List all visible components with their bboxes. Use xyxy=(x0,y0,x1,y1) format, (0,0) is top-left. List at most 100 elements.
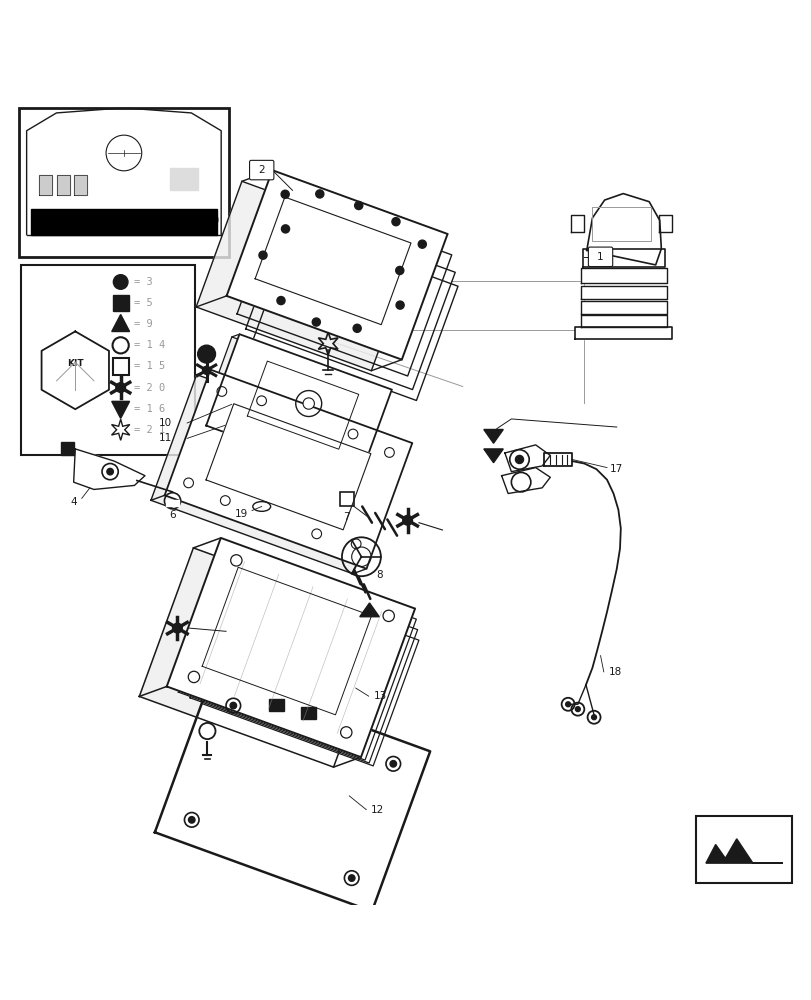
Text: = 1 6: = 1 6 xyxy=(135,404,165,414)
Polygon shape xyxy=(201,578,418,766)
Polygon shape xyxy=(112,401,130,418)
Polygon shape xyxy=(155,672,430,911)
FancyBboxPatch shape xyxy=(249,160,273,180)
Polygon shape xyxy=(165,370,412,569)
Polygon shape xyxy=(74,449,145,489)
Bar xyxy=(113,295,129,311)
Circle shape xyxy=(515,455,523,464)
Polygon shape xyxy=(190,565,417,763)
Polygon shape xyxy=(196,181,417,371)
Polygon shape xyxy=(504,445,550,472)
Polygon shape xyxy=(658,215,671,232)
Polygon shape xyxy=(170,168,197,190)
Text: 11: 11 xyxy=(159,433,172,443)
Polygon shape xyxy=(543,453,572,466)
Bar xyxy=(339,492,354,506)
Text: 4: 4 xyxy=(71,497,77,507)
Polygon shape xyxy=(501,468,550,494)
Polygon shape xyxy=(705,839,782,863)
Circle shape xyxy=(277,297,285,305)
Circle shape xyxy=(202,366,210,374)
Text: 17: 17 xyxy=(610,464,623,474)
Text: = 2 0: = 2 0 xyxy=(135,383,165,393)
Polygon shape xyxy=(112,314,130,332)
Polygon shape xyxy=(139,548,387,767)
Text: = 3: = 3 xyxy=(135,277,153,287)
Circle shape xyxy=(230,702,236,709)
Text: 18: 18 xyxy=(608,667,621,677)
Circle shape xyxy=(303,398,314,409)
Text: 1: 1 xyxy=(597,252,603,262)
Text: KIT: KIT xyxy=(67,359,84,368)
Polygon shape xyxy=(301,707,315,719)
Polygon shape xyxy=(39,175,52,195)
Circle shape xyxy=(348,875,354,881)
Circle shape xyxy=(389,761,396,767)
Circle shape xyxy=(116,383,126,392)
Circle shape xyxy=(418,240,426,248)
Polygon shape xyxy=(582,249,664,267)
FancyBboxPatch shape xyxy=(588,247,612,267)
Polygon shape xyxy=(581,315,666,327)
Polygon shape xyxy=(151,375,398,574)
Circle shape xyxy=(396,301,404,309)
Polygon shape xyxy=(581,301,666,314)
Polygon shape xyxy=(206,334,392,481)
Text: 6: 6 xyxy=(169,510,176,520)
Bar xyxy=(62,442,75,455)
Bar xyxy=(21,265,195,455)
Circle shape xyxy=(395,266,403,275)
Circle shape xyxy=(312,318,320,326)
Text: 13: 13 xyxy=(373,691,386,701)
Circle shape xyxy=(197,345,215,363)
Text: 2: 2 xyxy=(258,165,264,175)
Polygon shape xyxy=(581,268,666,283)
Polygon shape xyxy=(581,286,666,299)
Circle shape xyxy=(402,515,412,525)
Polygon shape xyxy=(199,337,384,484)
Polygon shape xyxy=(269,699,284,711)
Polygon shape xyxy=(41,331,109,409)
Polygon shape xyxy=(574,327,671,339)
Polygon shape xyxy=(166,500,178,506)
Text: 7: 7 xyxy=(343,512,350,522)
Circle shape xyxy=(114,275,128,289)
Circle shape xyxy=(353,324,361,332)
Polygon shape xyxy=(178,551,416,760)
Text: = 5: = 5 xyxy=(135,298,153,308)
Polygon shape xyxy=(571,215,584,232)
Circle shape xyxy=(172,623,182,633)
Polygon shape xyxy=(483,429,503,443)
Polygon shape xyxy=(206,404,371,530)
Text: 19: 19 xyxy=(234,509,248,519)
Circle shape xyxy=(315,190,324,198)
Text: = 1 4: = 1 4 xyxy=(135,340,165,350)
Circle shape xyxy=(281,225,290,233)
Polygon shape xyxy=(246,212,455,390)
Polygon shape xyxy=(252,227,457,400)
Polygon shape xyxy=(359,603,379,617)
Polygon shape xyxy=(483,449,503,463)
Text: 12: 12 xyxy=(371,805,384,815)
Bar xyxy=(113,358,129,375)
Circle shape xyxy=(281,190,289,198)
Bar xyxy=(592,207,650,241)
Polygon shape xyxy=(166,538,414,757)
Polygon shape xyxy=(58,175,71,195)
Polygon shape xyxy=(74,175,87,195)
Circle shape xyxy=(392,218,400,226)
Circle shape xyxy=(591,715,596,720)
Circle shape xyxy=(188,817,195,823)
Text: = 9: = 9 xyxy=(135,319,153,329)
Polygon shape xyxy=(31,209,217,235)
Bar xyxy=(19,108,229,257)
Circle shape xyxy=(575,707,580,712)
Circle shape xyxy=(107,468,114,475)
Circle shape xyxy=(354,201,363,210)
Bar xyxy=(695,816,791,883)
Text: 10: 10 xyxy=(159,418,172,428)
Polygon shape xyxy=(237,193,451,376)
Circle shape xyxy=(259,251,267,259)
Circle shape xyxy=(565,702,570,707)
Polygon shape xyxy=(586,194,660,265)
